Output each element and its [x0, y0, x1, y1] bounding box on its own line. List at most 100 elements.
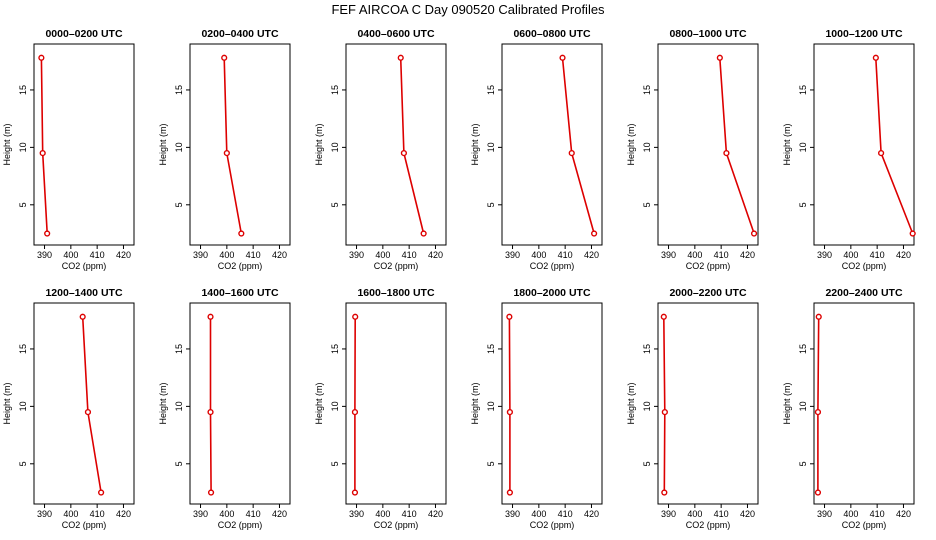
- x-tick-label: 400: [219, 250, 234, 260]
- profile-line: [561, 57, 595, 234]
- profile-point: [38, 54, 45, 61]
- x-tick-label: 390: [817, 250, 832, 260]
- plot-frame: [345, 302, 447, 505]
- profile-panel: 0400–0600 UTC 390 400 410 420 5 10 15 CO2 (ppm) H…: [314, 28, 447, 271]
- y-axis-label: Height (m): [2, 382, 12, 424]
- profile-point: [207, 313, 214, 320]
- profile-point: [207, 409, 214, 416]
- x-tick-label: 410: [870, 509, 885, 519]
- x-tick-label: 410: [246, 250, 261, 260]
- profile-panel: 1600–1800 UTC 390 400 410 420 5 10 15 CO2 (ppm) H…: [314, 287, 447, 530]
- profile-point: [352, 313, 359, 320]
- x-tick-label: 390: [817, 509, 832, 519]
- x-axis-label: CO2 (ppm): [374, 520, 419, 530]
- profile-point: [238, 230, 245, 237]
- x-tick-label: 400: [375, 509, 390, 519]
- profile-panel: 0600–0800 UTC 390 400 410 420 5 10 15 CO2 (ppm) H…: [470, 28, 603, 271]
- plot-frame: [657, 43, 759, 246]
- profile-panel: 1800–2000 UTC 390 400 410 420 5 10 15 CO2 (ppm) H…: [470, 287, 603, 530]
- x-tick-label: 410: [90, 250, 105, 260]
- y-tick-label: 5: [18, 461, 28, 466]
- figure-title: FEF AIRCOA C Day 090520 Calibrated Profi…: [331, 2, 605, 17]
- profile-panel: 2000–2200 UTC 390 400 410 420 5 10 15 CO2 (ppm) H…: [626, 287, 759, 530]
- x-tick-label: 400: [63, 509, 78, 519]
- y-tick-label: 10: [798, 401, 808, 411]
- profile-point: [351, 489, 359, 496]
- profile-point: [872, 54, 879, 61]
- x-tick-label: 420: [428, 509, 443, 519]
- x-axis-label: CO2 (ppm): [374, 261, 419, 271]
- x-tick-label: 400: [687, 509, 702, 519]
- panel-title: 2000–2200 UTC: [669, 287, 746, 299]
- x-tick-label: 400: [63, 250, 78, 260]
- plot-frame: [501, 43, 603, 246]
- x-tick-label: 400: [375, 250, 390, 260]
- y-tick-label: 10: [486, 142, 496, 152]
- panel-title: 1000–1200 UTC: [825, 28, 902, 40]
- profile-line: [209, 316, 212, 493]
- x-tick-label: 390: [193, 509, 208, 519]
- y-tick-label: 5: [798, 202, 808, 207]
- profile-point: [98, 489, 105, 496]
- y-axis-label: Height (m): [158, 123, 168, 165]
- x-tick-label: 400: [687, 250, 702, 260]
- profile-point: [84, 409, 92, 416]
- y-tick-label: 10: [798, 142, 808, 152]
- x-tick-label: 420: [896, 250, 911, 260]
- x-tick-label: 420: [584, 250, 599, 260]
- y-tick-label: 10: [18, 142, 28, 152]
- profile-point: [814, 489, 822, 496]
- x-tick-label: 410: [714, 250, 729, 260]
- profile-point: [400, 150, 407, 157]
- x-tick-label: 390: [505, 509, 520, 519]
- y-tick-label: 5: [486, 202, 496, 207]
- y-tick-label: 5: [330, 202, 340, 207]
- x-tick-label: 390: [661, 250, 676, 260]
- y-tick-label: 15: [798, 85, 808, 95]
- panel-title: 1600–1800 UTC: [357, 287, 434, 299]
- x-tick-label: 420: [272, 509, 287, 519]
- y-tick-label: 10: [486, 401, 496, 411]
- x-tick-label: 400: [219, 509, 234, 519]
- x-axis-label: CO2 (ppm): [842, 261, 887, 271]
- panel-title: 1400–1600 UTC: [201, 287, 278, 299]
- plot-frame: [189, 43, 291, 246]
- x-axis-label: CO2 (ppm): [686, 520, 731, 530]
- profile-point: [661, 489, 668, 496]
- profile-point: [506, 313, 513, 320]
- y-tick-label: 15: [798, 344, 808, 354]
- y-tick-label: 15: [174, 85, 184, 95]
- x-tick-label: 390: [349, 250, 364, 260]
- profile-point: [814, 409, 822, 416]
- x-tick-label: 410: [714, 509, 729, 519]
- y-axis-label: Height (m): [470, 382, 480, 424]
- profile-line: [81, 316, 102, 493]
- panel-title: 0600–0800 UTC: [513, 28, 590, 40]
- profile-panel: 1400–1600 UTC 390 400 410 420 5 10 15 CO2 (ppm) H…: [158, 287, 291, 530]
- profile-point: [221, 54, 228, 61]
- x-axis-label: CO2 (ppm): [62, 520, 107, 530]
- panel-title: 0000–0200 UTC: [45, 28, 122, 40]
- profile-point: [661, 409, 668, 416]
- profile-line: [817, 316, 820, 493]
- profile-point: [568, 150, 575, 157]
- x-tick-label: 390: [349, 509, 364, 519]
- y-tick-label: 5: [798, 461, 808, 466]
- x-tick-label: 420: [896, 509, 911, 519]
- x-tick-label: 400: [531, 250, 546, 260]
- x-axis-label: CO2 (ppm): [686, 261, 731, 271]
- y-axis-label: Height (m): [2, 123, 12, 165]
- x-axis-label: CO2 (ppm): [218, 261, 263, 271]
- profile-panel: 1200–1400 UTC 390 400 410 420 5 10 15 CO2 (ppm) H…: [2, 287, 135, 530]
- profile-point: [39, 150, 46, 157]
- x-tick-label: 420: [116, 250, 131, 260]
- panel-title: 0800–1000 UTC: [669, 28, 746, 40]
- y-tick-label: 5: [18, 202, 28, 207]
- profile-point: [506, 409, 513, 416]
- x-axis-label: CO2 (ppm): [62, 261, 107, 271]
- profile-point: [591, 230, 598, 237]
- y-tick-label: 10: [174, 142, 184, 152]
- x-tick-label: 410: [402, 509, 417, 519]
- profile-line: [663, 316, 666, 493]
- profile-line: [875, 57, 914, 234]
